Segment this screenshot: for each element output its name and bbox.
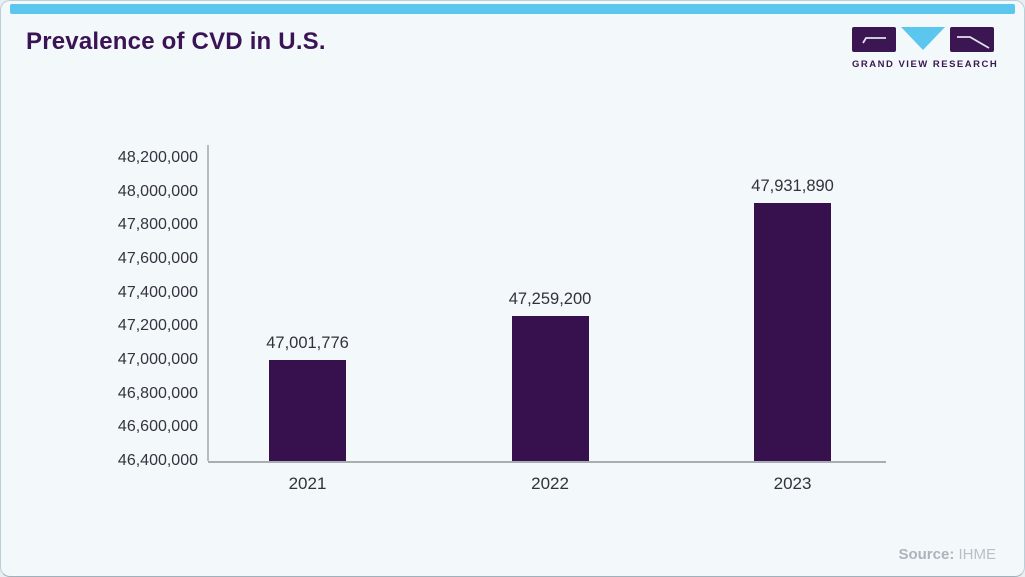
bar-value-label: 47,259,200	[508, 290, 592, 309]
top-accent-bar	[10, 4, 1015, 14]
logo-marks	[852, 27, 994, 52]
source-note: Source: IHME	[898, 546, 996, 563]
y-tick-label: 46,400,000	[117, 452, 198, 469]
bar-value-label: 47,001,776	[266, 333, 349, 352]
logo-g-mark-icon	[852, 27, 896, 52]
bar-2023	[754, 203, 832, 461]
logo-v-mark-icon	[901, 27, 945, 50]
y-tick-label: 46,600,000	[117, 418, 198, 436]
y-tick-label: 48,000,000	[117, 182, 198, 200]
grand-view-research-logo: GRAND VIEW RESEARCH	[852, 27, 999, 70]
bar-2022	[511, 316, 589, 461]
plot-area: 47,001,776 2021 47,259,200 2022 47,931,890 20…	[208, 158, 886, 493]
y-tick-label: 46,800,000	[117, 384, 198, 402]
bar-value-label: 47,931,890	[751, 177, 834, 196]
x-tick-label: 2021	[288, 474, 327, 493]
y-tick-label: 47,600,000	[117, 250, 198, 267]
y-tick-label: 48,200,000	[117, 149, 198, 166]
bar-2021	[269, 359, 347, 461]
x-tick-label: 2023	[773, 474, 812, 493]
y-tick-label: 47,200,000	[117, 317, 198, 335]
page-title: Prevalence of CVD in U.S.	[26, 28, 326, 55]
y-tick-label: 47,400,000	[117, 283, 198, 301]
source-value: IHME	[958, 546, 997, 563]
logo-r-mark-icon	[950, 27, 994, 52]
source-label: Source:	[898, 546, 955, 563]
x-tick-label: 2022	[531, 474, 569, 493]
y-axis-line	[207, 145, 209, 461]
y-axis-labels: 46,400,000 46,600,000 46,800,000 47,000,000…	[56, 149, 198, 469]
logo-wordmark: GRAND VIEW RESEARCH	[852, 59, 999, 70]
y-tick-label: 47,800,000	[117, 216, 198, 234]
y-tick-label: 47,000,000	[117, 351, 198, 368]
